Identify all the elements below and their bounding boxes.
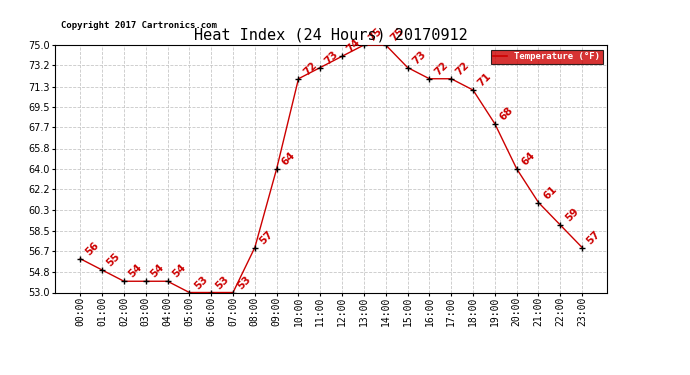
Text: 75: 75 [366, 26, 384, 44]
Text: 72: 72 [454, 60, 471, 77]
Text: 53: 53 [192, 274, 210, 291]
Text: 74: 74 [345, 38, 362, 55]
Text: 61: 61 [541, 184, 559, 201]
Text: 59: 59 [563, 206, 580, 224]
Text: 53: 53 [214, 274, 231, 291]
Text: 68: 68 [497, 105, 515, 122]
Legend: Temperature (°F): Temperature (°F) [491, 50, 602, 64]
Text: 55: 55 [105, 251, 122, 268]
Text: 71: 71 [476, 71, 493, 88]
Text: 72: 72 [302, 60, 319, 77]
Text: 54: 54 [148, 262, 166, 280]
Title: Heat Index (24 Hours) 20170912: Heat Index (24 Hours) 20170912 [195, 27, 468, 42]
Text: 57: 57 [257, 229, 275, 246]
Text: 53: 53 [236, 274, 253, 291]
Text: 73: 73 [411, 49, 428, 66]
Text: 72: 72 [432, 60, 450, 77]
Text: 54: 54 [127, 262, 144, 280]
Text: 64: 64 [520, 150, 537, 167]
Text: 57: 57 [585, 229, 602, 246]
Text: Copyright 2017 Cartronics.com: Copyright 2017 Cartronics.com [61, 21, 217, 30]
Text: 73: 73 [323, 49, 340, 66]
Text: 54: 54 [170, 262, 188, 280]
Text: 75: 75 [388, 26, 406, 44]
Text: 64: 64 [279, 150, 297, 167]
Text: 56: 56 [83, 240, 100, 257]
